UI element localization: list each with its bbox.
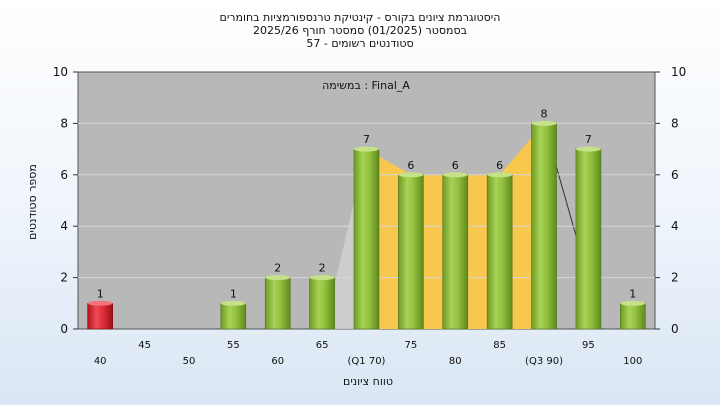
x-tick-label: 45 xyxy=(138,340,151,351)
bar-Q390 xyxy=(531,123,557,330)
x-tick-label: 80 xyxy=(449,356,462,367)
x-tick-label: 95 xyxy=(582,340,595,351)
bar-80 xyxy=(442,174,469,330)
y-tick-label-right: 8 xyxy=(671,116,679,130)
y-tick-label-right: 4 xyxy=(671,219,679,233)
x-tick-label: 65 xyxy=(316,340,329,351)
y-tick-label-left: 4 xyxy=(60,219,68,233)
bar-cap xyxy=(354,146,379,152)
x-axis-title: טווח ציונים xyxy=(343,375,393,388)
bar-55 xyxy=(220,302,247,330)
bar-cap xyxy=(575,146,601,152)
y-tick-label-left: 10 xyxy=(53,65,68,79)
data-label: 2 xyxy=(319,262,326,275)
bar-cap xyxy=(442,172,468,178)
bar-100 xyxy=(620,302,646,330)
y-tick-label-left: 8 xyxy=(60,116,68,130)
data-label: 6 xyxy=(452,159,459,172)
x-tick-label: (Q3 90) xyxy=(525,356,563,367)
annotation-label: במשימה : Final_A xyxy=(322,79,410,92)
x-tick-label: 55 xyxy=(227,340,240,351)
data-label: 7 xyxy=(585,133,592,146)
bar-60 xyxy=(264,277,291,330)
bar-cap xyxy=(531,120,557,126)
data-label: 6 xyxy=(407,159,414,172)
data-label: 8 xyxy=(541,107,548,120)
x-tick-label: 100 xyxy=(623,356,642,367)
bar-Q170 xyxy=(353,148,380,330)
x-tick-label: 50 xyxy=(183,356,196,367)
y-tick-label-right: 2 xyxy=(671,271,679,285)
x-tick-label: 75 xyxy=(405,340,418,351)
data-label: 1 xyxy=(629,287,636,300)
chart-title-line-1: היסטוגרמת ציונים בקורס - קינטיקת טרנספור… xyxy=(219,11,501,24)
data-label: 7 xyxy=(363,133,370,146)
y-axis-title: מספר סטודנטים xyxy=(26,164,39,240)
bar-cap xyxy=(87,300,113,306)
bar-75 xyxy=(398,174,424,330)
bar-95 xyxy=(575,148,602,330)
y-tick-label-right: 10 xyxy=(671,65,686,79)
y-tick-label-left: 6 xyxy=(60,168,68,182)
y-tick-label-left: 2 xyxy=(60,271,68,285)
bar-cap xyxy=(487,172,513,178)
bar-cap xyxy=(620,300,646,306)
y-tick-label-left: 0 xyxy=(60,322,68,336)
x-tick-label: (Q1 70) xyxy=(348,356,386,367)
data-label: 1 xyxy=(230,287,237,300)
data-label: 6 xyxy=(496,159,503,172)
x-tick-label: 40 xyxy=(94,356,107,367)
x-tick-label: 60 xyxy=(271,356,284,367)
bar-65 xyxy=(309,277,335,330)
x-tick-label: 85 xyxy=(493,340,506,351)
data-label: 1 xyxy=(97,287,104,300)
bar-40 xyxy=(87,302,113,330)
y-tick-label-right: 6 xyxy=(671,168,679,182)
chart-title-line-3: 57 - סטודנטים רשומים xyxy=(306,37,414,50)
y-tick-label-right: 0 xyxy=(671,322,679,336)
data-label: 2 xyxy=(274,262,281,275)
bar-cap xyxy=(398,172,424,178)
bar-85 xyxy=(486,174,513,330)
bar-cap xyxy=(220,300,246,306)
chart-title-line-2: בסמסטר (01/2025) סמסטר חורף 2025/26 xyxy=(253,24,467,37)
bar-cap xyxy=(265,275,291,281)
bar-cap xyxy=(309,275,335,281)
